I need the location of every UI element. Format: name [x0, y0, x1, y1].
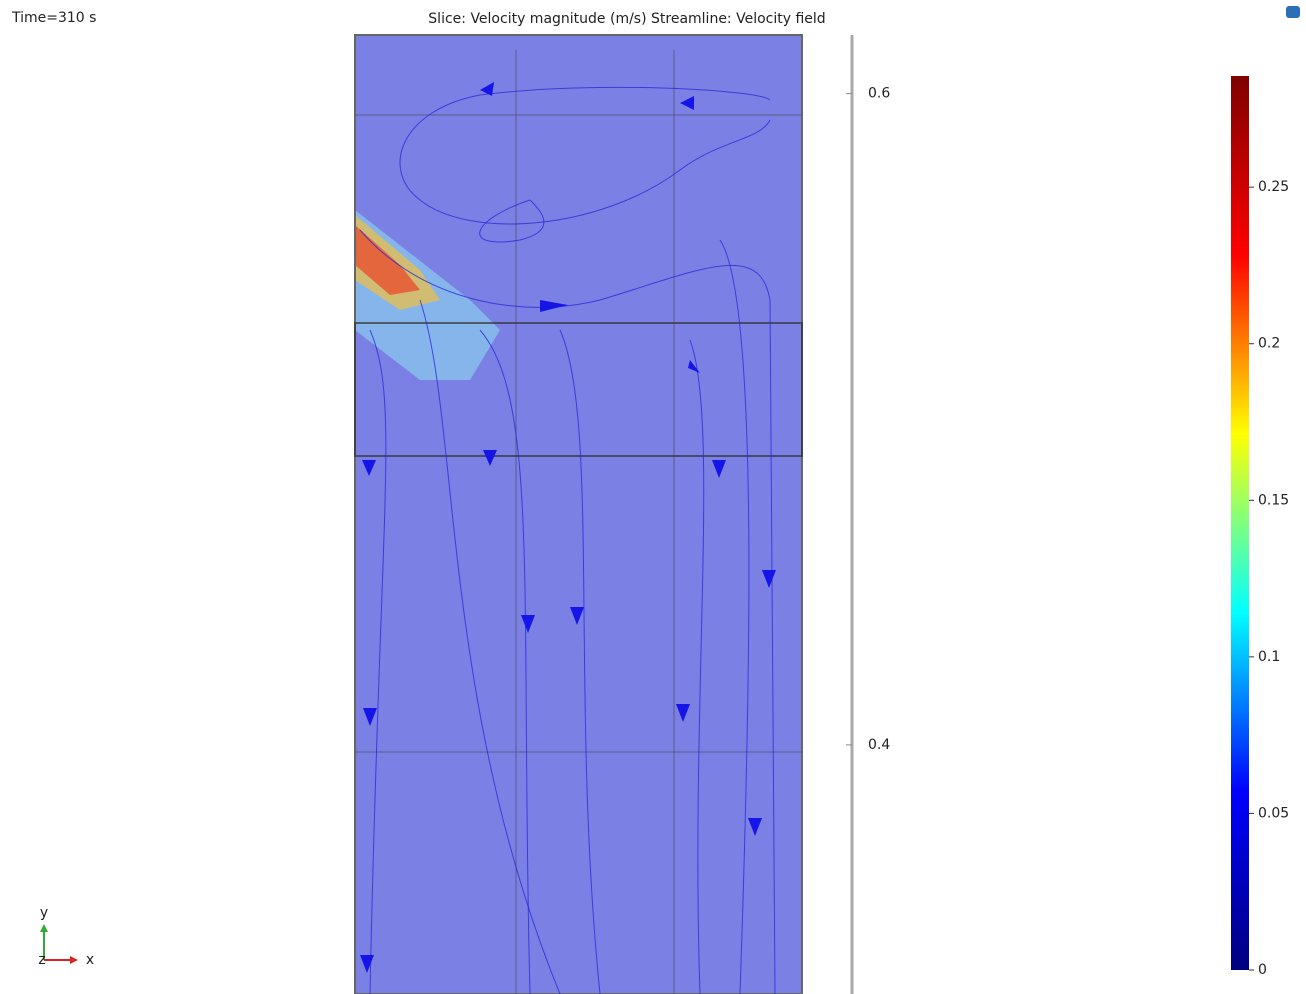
colorbar-tick-label: 0.25 [1258, 179, 1289, 195]
triad-z: z [38, 952, 45, 968]
toolbar-icon[interactable] [1286, 6, 1300, 18]
plot-title: Slice: Velocity magnitude (m/s) Streamli… [428, 11, 825, 27]
axes-triad: y z x [38, 905, 94, 968]
viewport: Time=310 s Slice: Velocity magnitude (m/… [0, 0, 1306, 994]
y-tick-label: 0.6 [868, 86, 890, 102]
colorbar [1231, 76, 1249, 970]
colorbar-tick-label: 0.2 [1258, 336, 1280, 352]
time-label: Time=310 s [11, 10, 96, 26]
y-tick-label: 0.4 [868, 737, 890, 753]
colorbar-tick-label: 0.15 [1258, 492, 1289, 508]
colorbar-tick-label: 0.05 [1258, 805, 1289, 821]
domain [355, 35, 802, 994]
triad-y: y [40, 905, 48, 921]
colorbar-tick-label: 0 [1258, 962, 1267, 978]
colorbar-tick-label: 0.1 [1258, 649, 1280, 665]
triad-x: x [86, 952, 94, 968]
